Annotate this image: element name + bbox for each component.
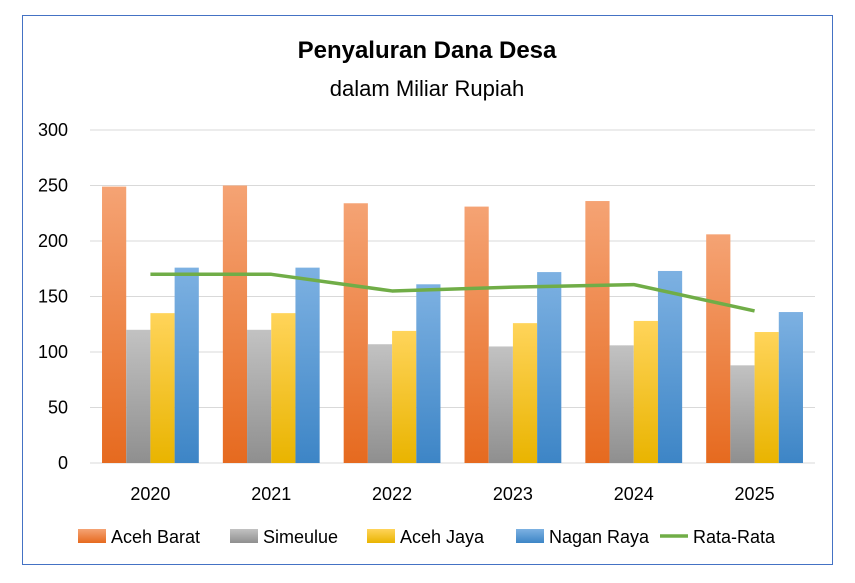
legend-swatch [230,529,258,543]
y-tick-label: 200 [38,231,68,251]
y-tick-label: 0 [58,453,68,473]
chart-title: Penyaluran Dana Desa [298,37,557,64]
y-tick-label: 100 [38,342,68,362]
bar-nagan-raya [778,312,803,463]
bar-aceh-barat [102,186,127,464]
bar-aceh-jaya [633,320,658,463]
legend-label: Nagan Raya [549,527,650,547]
x-tick-label: 2020 [130,484,170,504]
bar-aceh-jaya [754,332,779,463]
x-tick-label: 2024 [614,484,654,504]
y-tick-label: 50 [48,398,68,418]
bar-nagan-raya [295,267,320,463]
bar-aceh-jaya [271,313,296,463]
x-tick-label: 2023 [493,484,533,504]
bar-simeulue [488,346,513,463]
bar-aceh-barat [464,206,489,463]
legend-swatch [367,529,395,543]
legend-label: Aceh Jaya [400,527,485,547]
y-tick-label: 250 [38,176,68,196]
bar-simeulue [730,365,755,463]
x-tick-label: 2025 [735,484,775,504]
bar-nagan-raya [537,272,562,463]
bar-aceh-jaya [150,313,175,463]
bar-aceh-jaya [512,323,538,463]
line-rata-rata [150,272,755,313]
bar-simeulue [126,329,151,463]
bar-simeulue [247,329,272,463]
bar-nagan-raya [174,267,199,463]
legend-label: Aceh Barat [111,527,200,547]
bar-aceh-barat [222,185,248,463]
x-tick-label: 2021 [251,484,291,504]
y-tick-label: 150 [38,287,68,307]
chart-frame [22,15,833,565]
bar-aceh-jaya [392,330,417,463]
bar-nagan-raya [657,270,683,463]
legend-swatch [78,529,106,543]
bar-simeulue [609,345,634,463]
legend-swatch [516,529,544,543]
bar-simeulue [367,344,393,463]
legend-label: Simeulue [263,527,338,547]
bar-nagan-raya [416,284,441,463]
bar-aceh-barat [585,201,610,464]
y-tick-label: 300 [38,120,68,140]
bar-aceh-barat [706,234,731,463]
legend-label: Rata-Rata [693,527,776,547]
chart-subtitle: dalam Miliar Rupiah [330,76,524,101]
bar-aceh-barat [343,203,368,463]
x-tick-label: 2022 [372,484,412,504]
